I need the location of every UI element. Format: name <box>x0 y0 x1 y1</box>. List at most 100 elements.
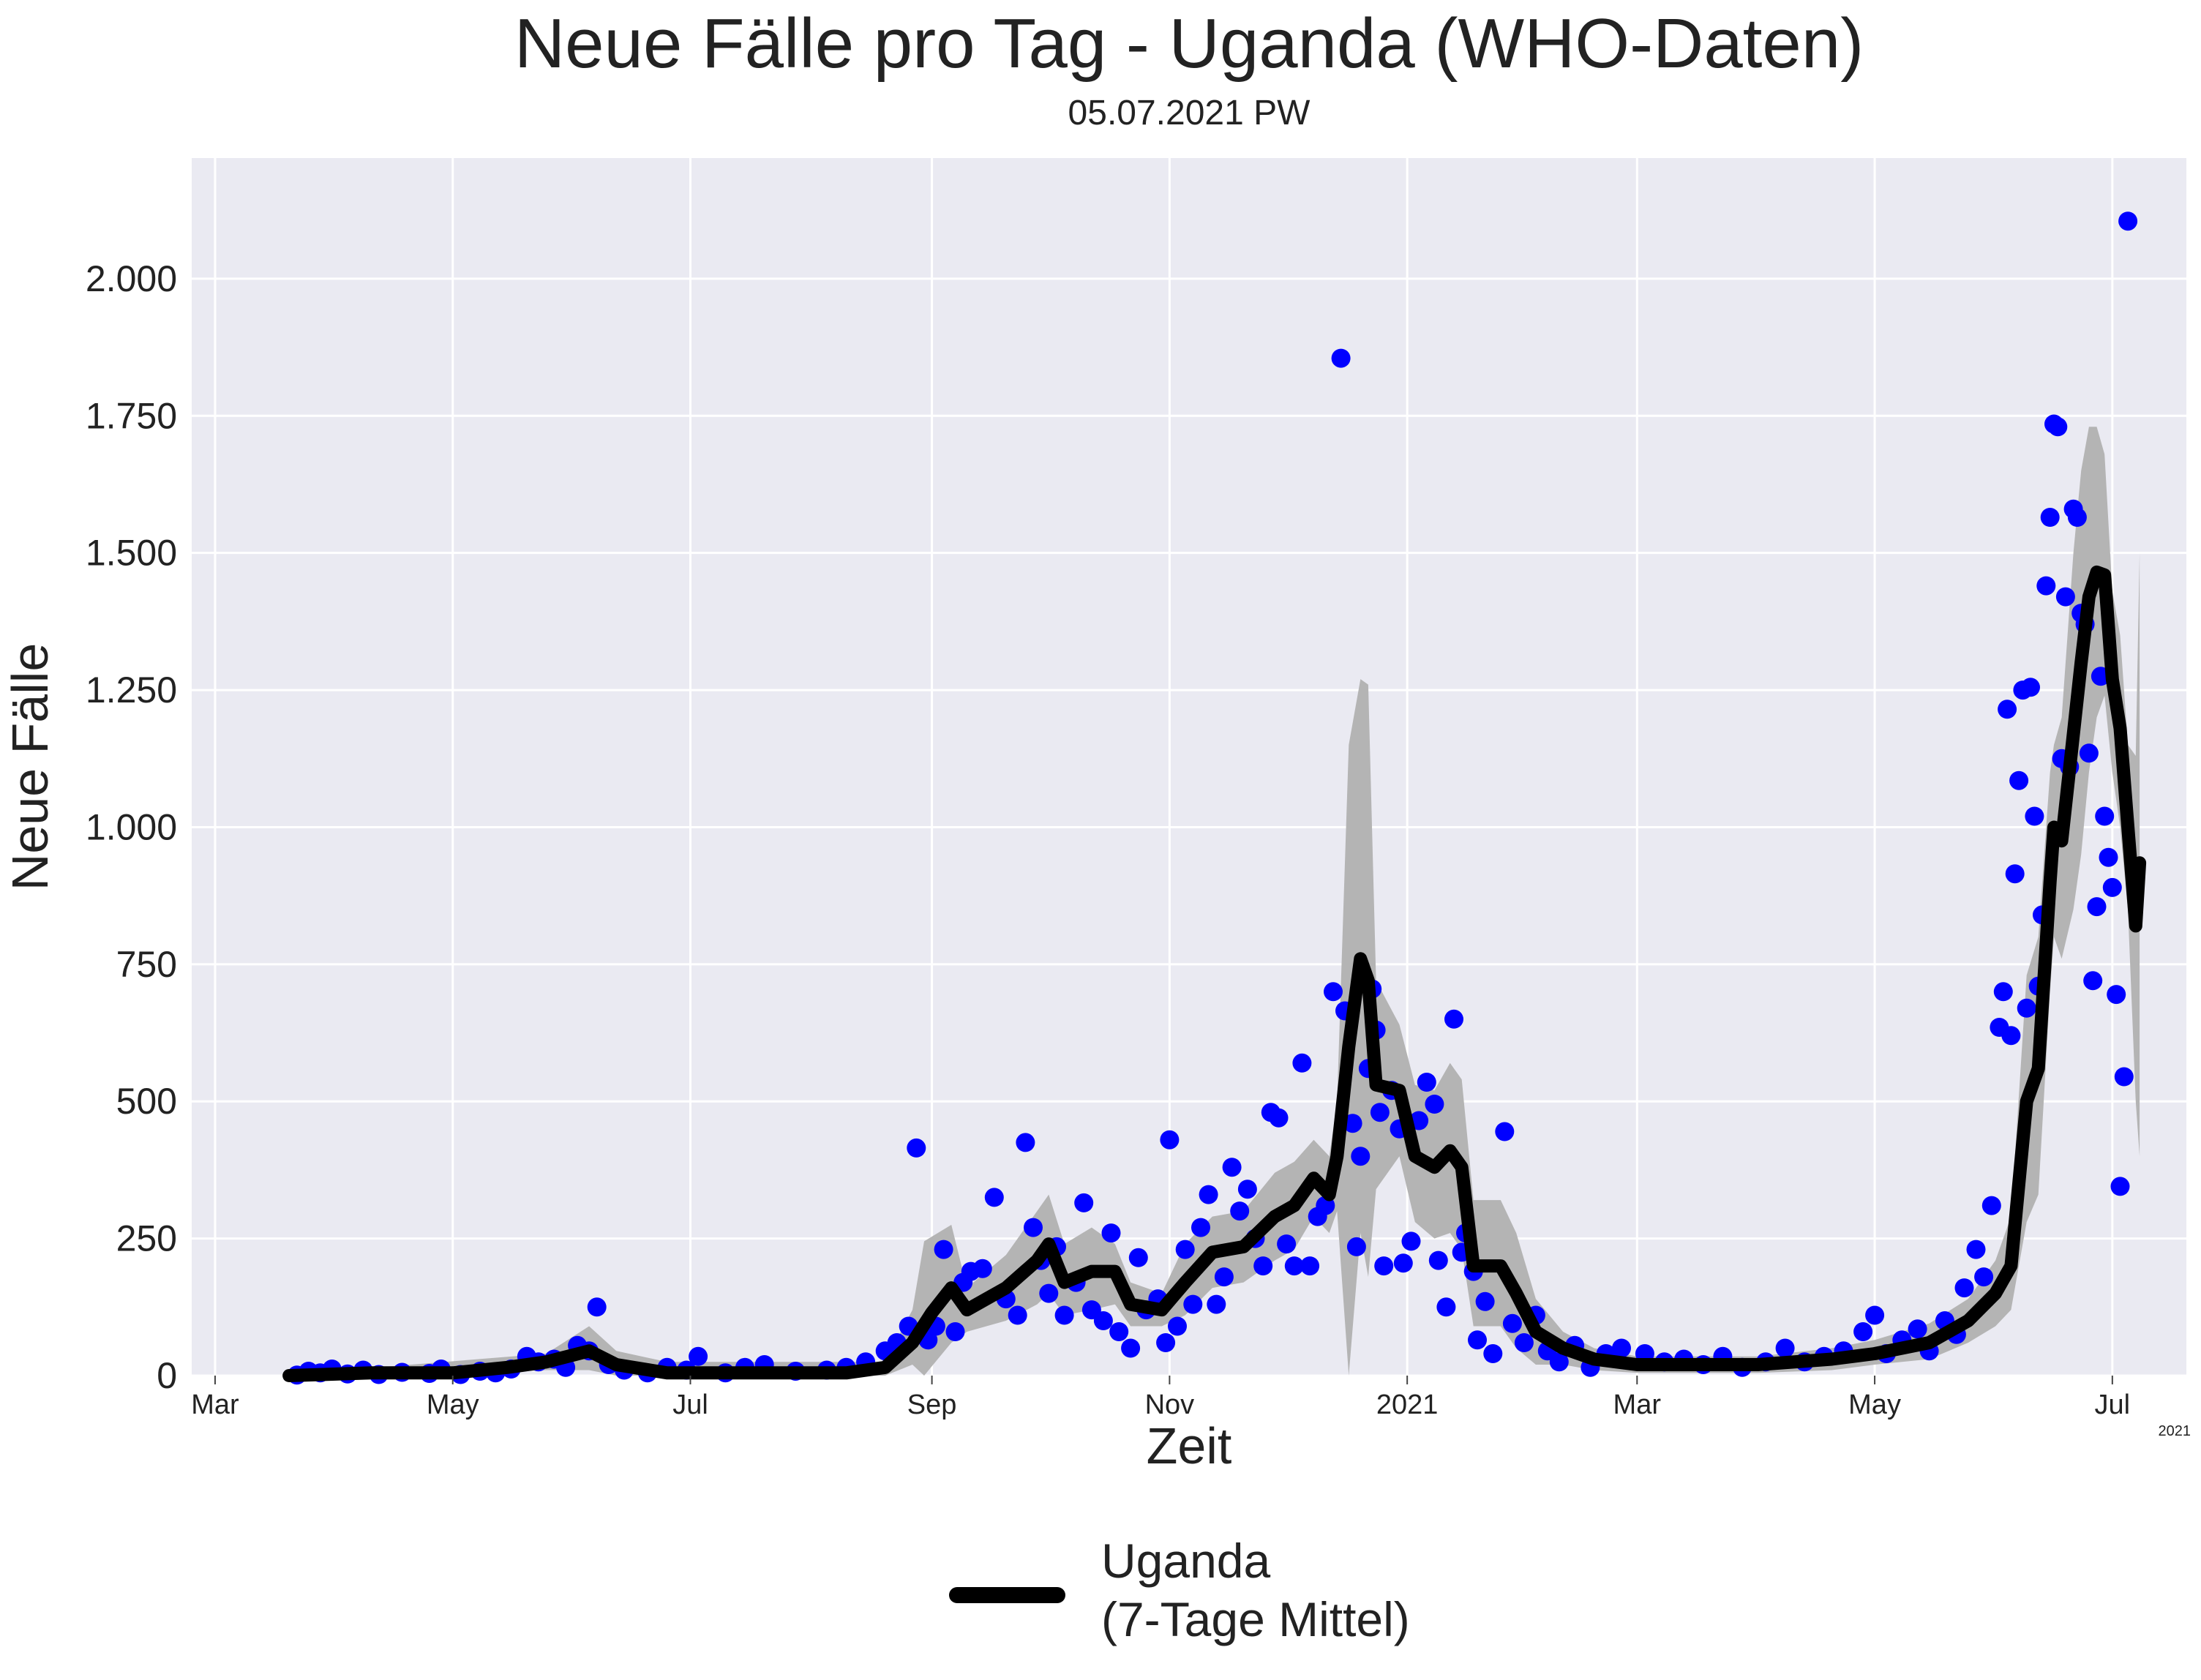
data-point <box>2021 678 2040 697</box>
data-point <box>1039 1283 1059 1303</box>
data-point <box>2102 877 2122 897</box>
data-point <box>2099 847 2118 867</box>
data-point <box>1121 1338 1141 1358</box>
data-point <box>984 1188 1004 1207</box>
data-point <box>1237 1180 1257 1199</box>
y-tick-label: 1.250 <box>86 670 177 710</box>
data-point <box>1998 700 2017 719</box>
data-point <box>2017 998 2036 1018</box>
data-point <box>2048 417 2068 437</box>
y-tick-label: 1.000 <box>86 806 177 847</box>
y-axis-label: Neue Fälle <box>1 643 59 891</box>
data-point <box>1401 1231 1421 1251</box>
data-point <box>2095 806 2115 826</box>
data-point <box>1483 1344 1503 1363</box>
data-point <box>1292 1053 1312 1073</box>
data-point <box>1549 1352 1569 1372</box>
data-point <box>1054 1305 1074 1325</box>
data-point <box>1300 1256 1320 1276</box>
x-tick-label: Jul <box>672 1390 708 1420</box>
data-point <box>1908 1319 1927 1339</box>
y-tick-label: 0 <box>157 1355 177 1396</box>
data-point <box>1024 1218 1043 1237</box>
chart-subtitle: 05.07.2021 PW <box>1068 94 1311 132</box>
x-axis-label: Zeit <box>1147 1417 1232 1474</box>
data-point <box>1016 1133 1035 1152</box>
data-point <box>1253 1256 1273 1276</box>
y-tick-label: 250 <box>116 1218 177 1259</box>
data-point <box>1475 1291 1495 1311</box>
data-point <box>2083 971 2103 991</box>
data-point <box>1966 1240 1986 1259</box>
data-point <box>1222 1158 1242 1177</box>
y-tick-label: 750 <box>116 944 177 985</box>
data-point <box>1346 1237 1366 1256</box>
data-point <box>1324 982 1343 1002</box>
data-point <box>1168 1316 1187 1336</box>
x-tick-label: Nov <box>1145 1390 1195 1420</box>
data-point <box>2087 897 2107 917</box>
plot-background <box>192 158 2186 1376</box>
data-point <box>689 1346 708 1366</box>
y-tick-label: 2.000 <box>86 258 177 299</box>
data-point <box>1101 1223 1121 1243</box>
data-point <box>972 1259 992 1278</box>
data-point <box>1374 1256 1394 1276</box>
legend-label-line2: (7-Tage Mittel) <box>1101 1592 1410 1646</box>
data-point <box>1351 1147 1371 1166</box>
data-point <box>1269 1108 1289 1128</box>
data-point <box>2055 587 2075 607</box>
data-point <box>1207 1294 1226 1314</box>
data-point <box>1128 1248 1148 1267</box>
data-point <box>2118 211 2138 231</box>
data-point <box>1444 1009 1463 1029</box>
data-point <box>1074 1193 1094 1212</box>
seven-day-average-line <box>282 565 2147 1382</box>
data-point <box>1436 1297 1456 1317</box>
data-point <box>1425 1095 1444 1114</box>
data-point <box>1109 1322 1129 1341</box>
data-point <box>1214 1267 1234 1287</box>
data-point <box>1199 1185 1218 1204</box>
data-point <box>1468 1330 1487 1350</box>
data-point <box>1775 1338 1795 1358</box>
data-point <box>1191 1218 1210 1237</box>
data-point <box>2107 985 2126 1005</box>
x-tick-label: Sep <box>907 1390 957 1420</box>
x-tick-label: May <box>427 1390 479 1420</box>
data-point <box>1277 1234 1297 1254</box>
y-tick-label: 500 <box>116 1081 177 1122</box>
data-point <box>2005 864 2025 884</box>
data-point <box>1393 1253 1413 1273</box>
data-point <box>1093 1311 1113 1330</box>
y-tick-label: 1.500 <box>86 533 177 574</box>
data-point <box>1981 1196 2001 1215</box>
data-point <box>934 1240 953 1259</box>
data-point <box>1974 1267 1994 1287</box>
data-point <box>2025 806 2044 826</box>
x-axis-year-note: 2021 <box>2159 1423 2191 1439</box>
y-tick-label: 1.750 <box>86 395 177 436</box>
x-tick-label: Mar <box>1613 1390 1662 1420</box>
data-point <box>1417 1073 1436 1092</box>
x-tick-label: Jul <box>2095 1390 2131 1420</box>
data-point <box>1428 1250 1448 1270</box>
data-point <box>2079 743 2099 763</box>
data-point <box>1954 1278 1974 1298</box>
data-point <box>1160 1130 1180 1150</box>
data-point <box>1514 1333 1534 1352</box>
data-point <box>1502 1313 1522 1333</box>
data-point <box>2110 1177 2130 1196</box>
data-point <box>2009 770 2029 790</box>
data-point <box>2001 1026 2021 1046</box>
data-point <box>1865 1305 1885 1325</box>
data-point <box>587 1297 607 1317</box>
data-point <box>1993 982 2013 1002</box>
data-point <box>1008 1305 1027 1325</box>
data-point <box>1612 1338 1631 1358</box>
data-point <box>1175 1240 1195 1259</box>
data-point <box>1343 1114 1362 1133</box>
legend-label-line1: Uganda <box>1101 1534 1270 1588</box>
data-point <box>945 1322 965 1341</box>
